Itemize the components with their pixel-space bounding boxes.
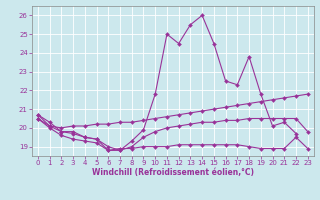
X-axis label: Windchill (Refroidissement éolien,°C): Windchill (Refroidissement éolien,°C) [92, 168, 254, 177]
